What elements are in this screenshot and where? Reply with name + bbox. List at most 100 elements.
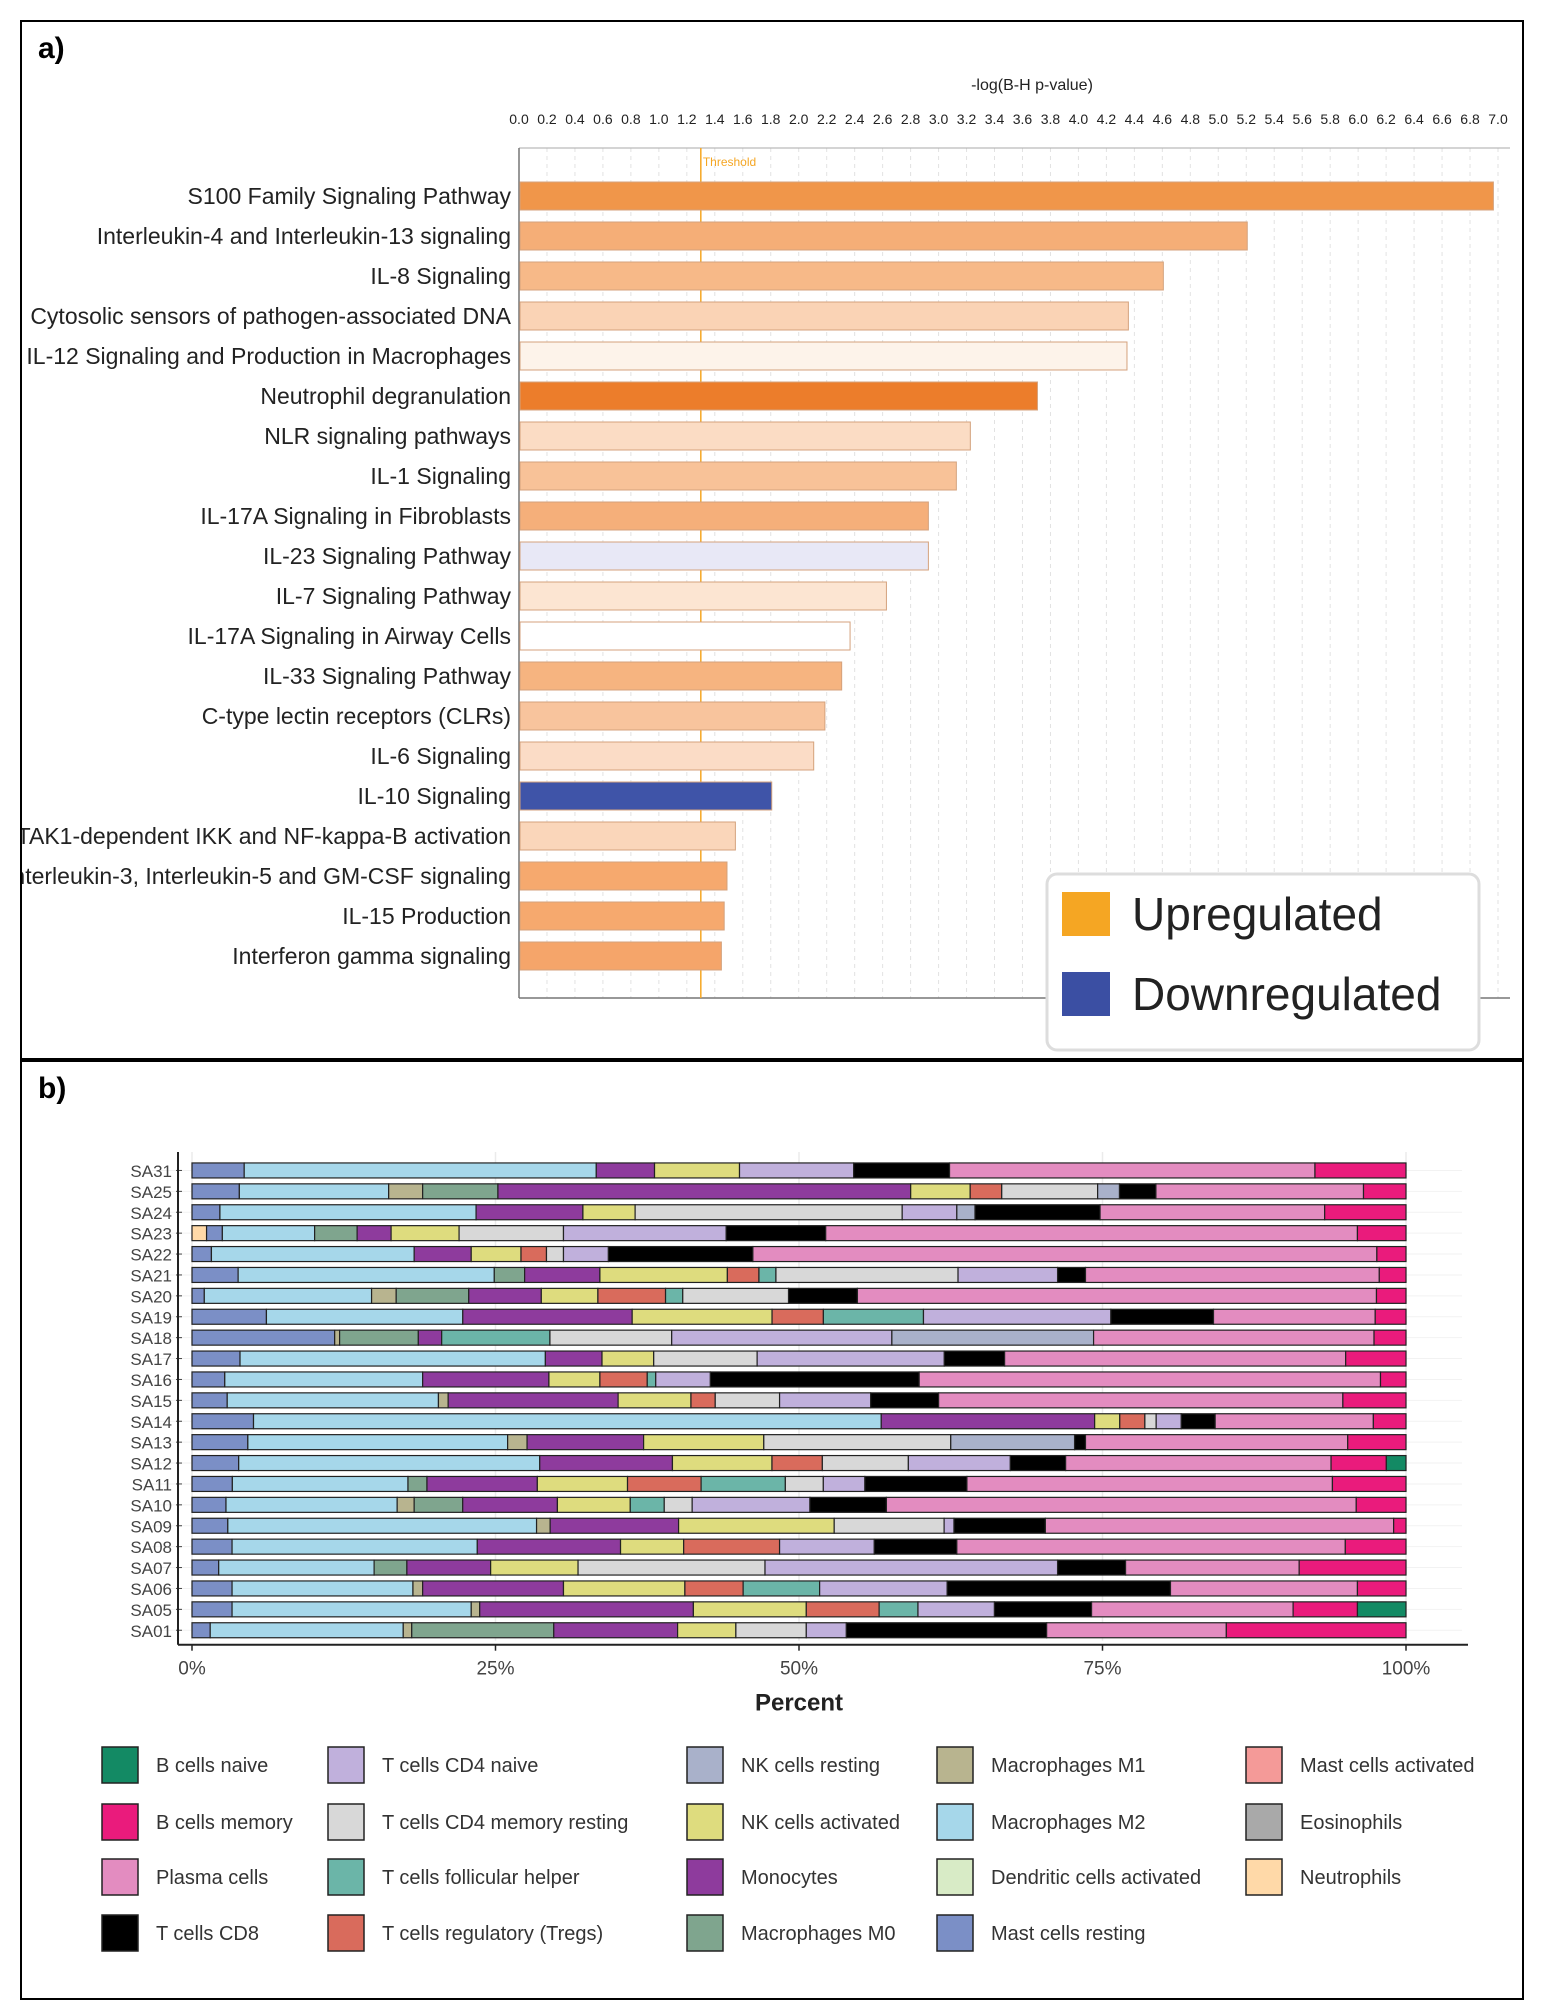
segment	[690, 1392, 716, 1409]
x-tick-label: 0.2	[537, 111, 557, 127]
sample-bar	[191, 1475, 1407, 1493]
legend-label: Downregulated	[1132, 968, 1441, 1020]
segment	[901, 1204, 958, 1221]
segment	[1324, 1204, 1407, 1221]
segment	[845, 1622, 1048, 1639]
segment	[231, 1580, 414, 1597]
legend-box	[1045, 872, 1481, 1052]
segment	[778, 1392, 872, 1409]
segment	[709, 1371, 920, 1388]
pathway-bar	[519, 941, 722, 971]
segment	[536, 1475, 629, 1493]
segment	[805, 1601, 880, 1618]
pathway-label: TAK1-dependent IKK and NF-kappa-B activa…	[22, 823, 511, 849]
segment	[1214, 1413, 1374, 1430]
sample-bar	[191, 1162, 1407, 1179]
segment	[426, 1475, 538, 1493]
segment	[1344, 1538, 1407, 1555]
segment	[422, 1371, 550, 1388]
x-tick-label: 5.2	[1237, 111, 1257, 127]
x-tick-label: 0.8	[621, 111, 641, 127]
segment	[601, 1350, 655, 1367]
segment	[191, 1538, 233, 1555]
segment	[191, 1350, 241, 1367]
segment	[885, 1496, 1357, 1513]
pathway-label: IL-12 Signaling and Production in Macrop…	[26, 343, 511, 369]
segment	[682, 1287, 790, 1304]
segment	[1046, 1622, 1227, 1639]
segment	[764, 1559, 1059, 1576]
segment	[1124, 1559, 1300, 1576]
segment	[805, 1622, 847, 1639]
legend-swatch	[1062, 972, 1110, 1016]
sample-bar	[191, 1601, 1407, 1618]
segment	[1099, 1204, 1326, 1221]
segment	[562, 1245, 610, 1263]
x-tick-label: 5.6	[1292, 111, 1312, 127]
segment	[243, 1162, 597, 1179]
sample-bar	[191, 1204, 1407, 1221]
segment	[653, 1350, 758, 1367]
segment	[725, 1225, 827, 1242]
segment	[447, 1392, 619, 1409]
x-tick-label: 2.0	[789, 111, 809, 127]
segment	[948, 1162, 1316, 1179]
segment	[1225, 1622, 1407, 1639]
segment	[497, 1183, 912, 1200]
segment	[969, 1183, 1003, 1200]
segment	[880, 1413, 1096, 1430]
segment	[974, 1204, 1101, 1221]
segment	[191, 1475, 233, 1493]
pathway-label: C-type lectin receptors (CLRs)	[202, 703, 511, 729]
segment	[462, 1496, 559, 1513]
legend-swatch	[101, 1746, 139, 1784]
x-tick-label: 100%	[1382, 1659, 1431, 1680]
segment	[544, 1350, 603, 1367]
sample-bar	[191, 1559, 1407, 1576]
segment	[252, 1413, 882, 1430]
x-tick-label: 3.4	[985, 111, 1005, 127]
pathway-bar	[519, 301, 1129, 331]
segment	[1155, 1183, 1365, 1200]
segment	[943, 1517, 955, 1534]
sample-label: SA09	[130, 1517, 172, 1536]
segment	[388, 1183, 424, 1200]
segment	[441, 1329, 551, 1346]
segment	[191, 1434, 249, 1451]
legend-label: Macrophages M1	[991, 1755, 1146, 1777]
legend-label: Dendritic cells activated	[991, 1867, 1201, 1889]
sample-bar	[191, 1517, 1407, 1534]
pathway-bar	[519, 541, 929, 571]
segment	[1347, 1434, 1407, 1451]
pathway-label: Neutrophil degranulation	[260, 383, 511, 409]
sample-label: SA15	[130, 1392, 172, 1411]
segment	[577, 1559, 766, 1576]
legend-swatch	[686, 1858, 724, 1896]
x-tick-label: 7.0	[1488, 111, 1508, 127]
x-tick-label: 1.4	[705, 111, 725, 127]
segment	[556, 1496, 631, 1513]
segment	[714, 1392, 781, 1409]
pathway-label: IL-10 Signaling	[358, 783, 511, 809]
x-tick-label: 6.4	[1404, 111, 1424, 127]
legend-swatch	[1245, 1746, 1283, 1784]
segment	[1376, 1245, 1407, 1263]
pathway-label: NLR signaling pathways	[264, 423, 511, 449]
pathway-bar	[519, 741, 815, 771]
segment	[1331, 1475, 1407, 1493]
x-tick-label: 2.8	[901, 111, 921, 127]
segment	[1373, 1329, 1407, 1346]
x-axis-title: -log(B-H p-value)	[971, 77, 1093, 94]
segment	[918, 1371, 1382, 1388]
segment	[1378, 1266, 1407, 1284]
segment	[1084, 1266, 1380, 1284]
x-tick-label: 3.0	[929, 111, 949, 127]
panel-label-b: b)	[38, 1072, 67, 1105]
segment	[646, 1371, 657, 1388]
legend-label: Neutrophils	[1300, 1867, 1401, 1889]
segment	[619, 1538, 685, 1555]
sample-bar	[191, 1371, 1407, 1388]
segment	[191, 1266, 239, 1284]
segment	[870, 1392, 940, 1409]
sample-label: SA22	[130, 1246, 172, 1265]
